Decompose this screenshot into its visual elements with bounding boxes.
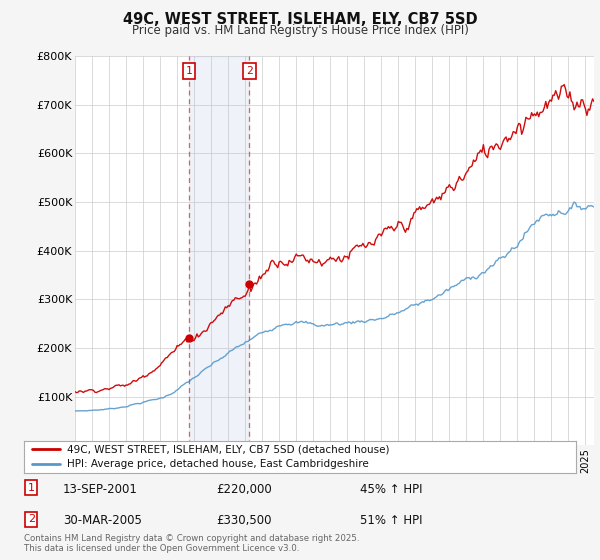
Text: 30-MAR-2005: 30-MAR-2005 [63, 514, 142, 527]
Text: Price paid vs. HM Land Registry's House Price Index (HPI): Price paid vs. HM Land Registry's House … [131, 24, 469, 36]
Text: 1: 1 [28, 483, 35, 493]
Text: 13-SEP-2001: 13-SEP-2001 [63, 483, 138, 496]
Bar [189, 56, 250, 445]
Text: HPI: Average price, detached house, East Cambridgeshire: HPI: Average price, detached house, East… [67, 459, 369, 469]
Text: 2: 2 [28, 514, 35, 524]
Text: £220,000: £220,000 [216, 483, 272, 496]
Text: Contains HM Land Registry data © Crown copyright and database right 2025.
This d: Contains HM Land Registry data © Crown c… [24, 534, 359, 553]
Text: 49C, WEST STREET, ISLEHAM, ELY, CB7 5SD: 49C, WEST STREET, ISLEHAM, ELY, CB7 5SD [122, 12, 478, 27]
Text: £330,500: £330,500 [216, 514, 271, 527]
Text: 45% ↑ HPI: 45% ↑ HPI [360, 483, 422, 496]
Text: 2: 2 [246, 66, 253, 76]
Text: 49C, WEST STREET, ISLEHAM, ELY, CB7 5SD (detached house): 49C, WEST STREET, ISLEHAM, ELY, CB7 5SD … [67, 445, 389, 455]
Text: 1: 1 [186, 66, 193, 76]
Text: 51% ↑ HPI: 51% ↑ HPI [360, 514, 422, 527]
